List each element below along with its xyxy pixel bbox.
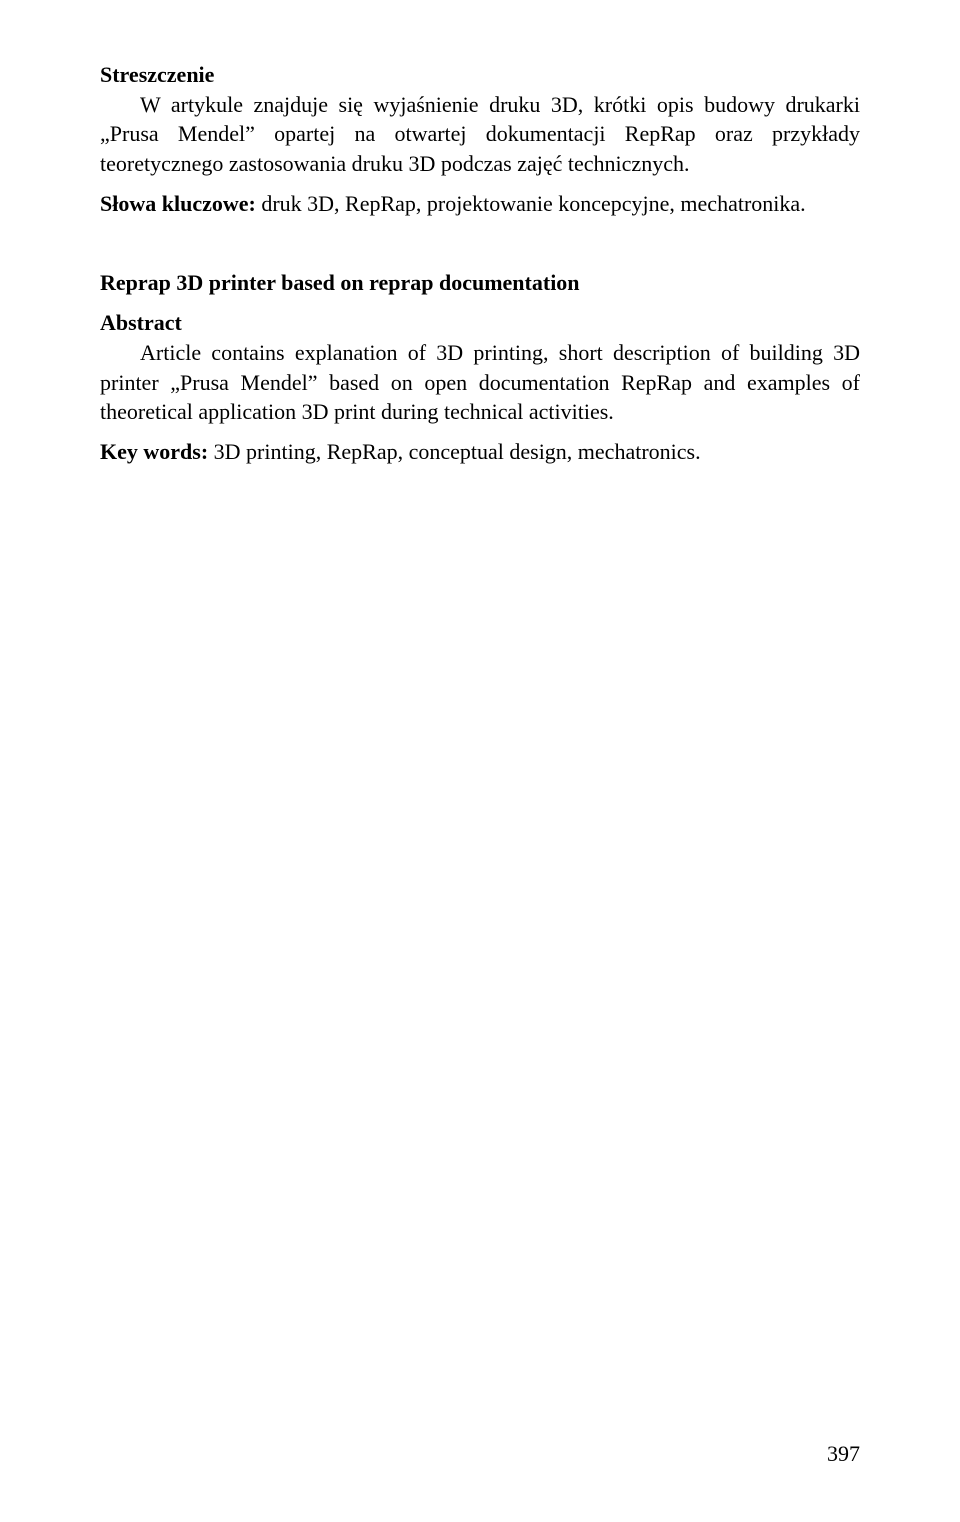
key-words-text: 3D printing, RepRap, conceptual design, … bbox=[208, 439, 700, 464]
streszczenie-heading: Streszczenie bbox=[100, 60, 860, 90]
key-words-label: Key words: bbox=[100, 439, 208, 464]
streszczenie-body: W artykule znajduje się wyjaśnienie druk… bbox=[100, 90, 860, 179]
slowa-kluczowe-line: Słowa kluczowe: druk 3D, RepRap, projekt… bbox=[100, 189, 860, 219]
abstract-body: Article contains explanation of 3D print… bbox=[100, 338, 860, 427]
slowa-kluczowe-label: Słowa kluczowe: bbox=[100, 191, 256, 216]
spacer bbox=[100, 298, 860, 308]
spacer bbox=[100, 218, 860, 268]
english-title: Reprap 3D printer based on reprap docume… bbox=[100, 268, 860, 298]
spacer bbox=[100, 179, 860, 189]
abstract-heading: Abstract bbox=[100, 308, 860, 338]
page-container: Streszczenie W artykule znajduje się wyj… bbox=[0, 0, 960, 1522]
key-words-line: Key words: 3D printing, RepRap, conceptu… bbox=[100, 437, 860, 467]
page-number: 397 bbox=[827, 1441, 860, 1467]
slowa-kluczowe-text: druk 3D, RepRap, projektowanie koncepcyj… bbox=[256, 191, 806, 216]
spacer bbox=[100, 427, 860, 437]
